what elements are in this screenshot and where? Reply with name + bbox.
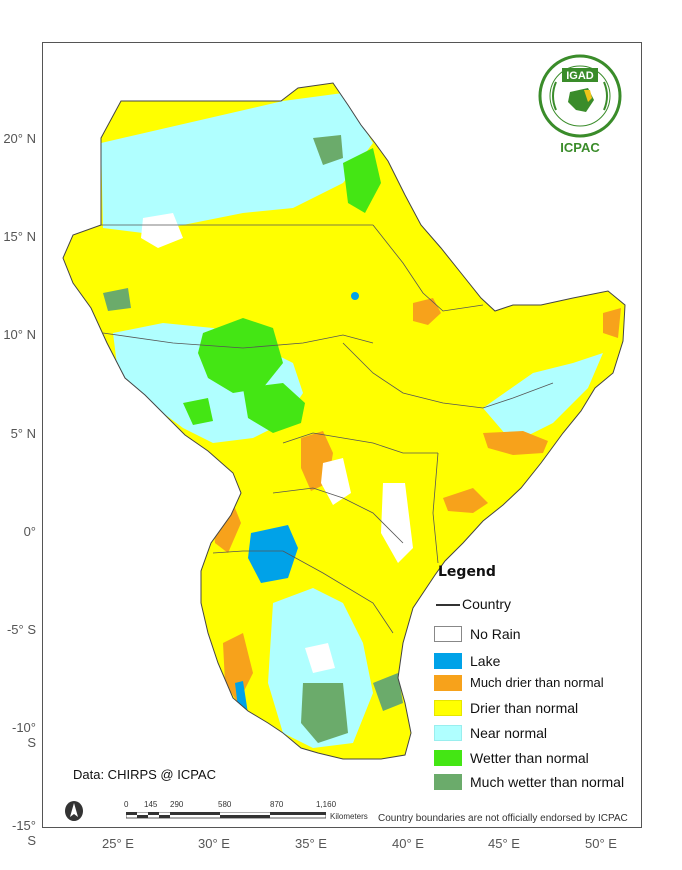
wetter-north [343, 148, 381, 213]
border-tanzania [212, 550, 394, 634]
igad-icpac-logo: IGAD ICPAC [532, 52, 628, 162]
svg-text:IGAD: IGAD [566, 70, 594, 82]
border-eritrea-ethiopia [372, 224, 484, 312]
legend-swatch [434, 675, 462, 691]
data-credit: Data: CHIRPS @ ICPAC [73, 767, 216, 782]
lon-label-40e: 40° E [392, 836, 424, 851]
border-southsudan-uganda [282, 432, 438, 454]
lon-label-45e: 45° E [488, 836, 520, 851]
scale-bar-graphic [126, 812, 326, 819]
north-arrow-icon [64, 800, 84, 822]
disclaimer: Country boundaries are not officially en… [378, 813, 628, 824]
legend-swatch [434, 700, 462, 716]
lake-victoria [248, 525, 298, 583]
much-drier-ethiopia [413, 298, 441, 325]
scale-unit: Kilometers [330, 812, 368, 821]
no-rain-north [141, 213, 183, 248]
border-uganda-kenya [272, 487, 404, 544]
lon-label-50e: 50° E [585, 836, 617, 851]
legend-swatch [434, 774, 462, 790]
no-rain-tanzania [305, 643, 335, 673]
legend-label: Near normal [470, 725, 548, 741]
much-drier-kenya [443, 488, 488, 513]
lat-label-15s: -15° S [12, 818, 36, 848]
wetter-west [183, 398, 213, 425]
legend-label: Lake [470, 653, 501, 669]
legend-swatch [434, 626, 462, 642]
wetter-east [243, 383, 305, 433]
legend-label: Much wetter than normal [470, 774, 625, 790]
scale-bar: 0 145 290 580 870 1,160 Kilometers [118, 800, 378, 826]
lat-label-20n: 20° N [3, 131, 36, 146]
lon-label-25e: 25° E [102, 836, 134, 851]
legend-swatch [434, 725, 462, 741]
rainfall-anomaly-map [62, 82, 626, 760]
map-frame [42, 42, 642, 828]
igad-emblem-icon: IGAD [538, 54, 622, 138]
legend-title: Legend [438, 564, 496, 580]
border-ethiopia-south [342, 342, 554, 409]
much-drier-somalia [483, 431, 548, 455]
scale-tick: 580 [218, 800, 232, 809]
legend-label: Much drier than normal [470, 675, 604, 690]
logo-label: ICPAC [560, 140, 600, 155]
scale-tick: 145 [144, 800, 158, 809]
scale-tick: 290 [170, 800, 184, 809]
legend-swatch [434, 750, 462, 766]
lon-label-30e: 30° E [198, 836, 230, 851]
lat-label-10s: -10° S [12, 720, 36, 750]
much-drier-horn [603, 308, 621, 338]
much-wetter-west [103, 288, 131, 311]
legend-label: Drier than normal [470, 700, 579, 716]
lat-label-10n: 10° N [3, 327, 36, 342]
much-wetter-tanzania [301, 683, 348, 743]
legend-label: Wetter than normal [470, 750, 589, 766]
much-wetter-southeast [373, 673, 403, 711]
legend-country-label: Country [462, 596, 512, 612]
border-kenya-somalia [432, 452, 439, 564]
near-normal-north [101, 93, 373, 233]
wetter-southsudan [198, 318, 283, 393]
country-borders [101, 224, 554, 634]
lake-tana [351, 292, 359, 300]
legend-label: No Rain [470, 626, 521, 642]
no-rain-coast [381, 483, 413, 563]
lat-label-5s: -5° S [6, 622, 36, 637]
lat-label-15n: 15° N [3, 229, 36, 244]
scale-tick: 870 [270, 800, 284, 809]
country-line-symbol [436, 604, 460, 606]
near-normal-somalia [483, 353, 603, 443]
much-wetter-north [313, 135, 343, 165]
legend-swatch [434, 653, 462, 669]
lat-label-0: 0° [23, 524, 36, 539]
scale-tick: 1,160 [316, 800, 337, 809]
scale-tick: 0 [124, 800, 129, 809]
region-outline [62, 82, 626, 760]
lat-label-5n: 5° N [10, 426, 36, 441]
lon-label-35e: 35° E [295, 836, 327, 851]
border-sudan-southsudan [102, 332, 374, 349]
much-drier-west [223, 633, 253, 703]
